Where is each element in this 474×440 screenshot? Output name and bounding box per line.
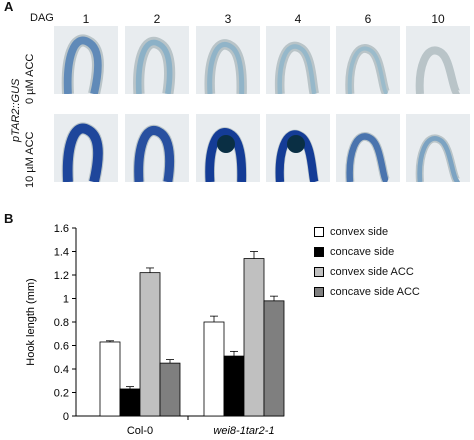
bar-0-0 [99,341,121,417]
y-tick-label: 1.4 [54,247,69,259]
row-title-gus: pTAR2::GUS [10,78,22,142]
legend-item: concave side ACC [314,286,420,298]
legend-label: concave side [330,246,395,258]
bar-1-2 [243,258,265,417]
legend-label: concave side ACC [330,286,420,298]
micrograph-r1-c4 [266,26,330,94]
micrograph-r2-c4 [266,114,330,182]
legend-item: convex side [314,226,388,238]
panel-a-letter: A [4,0,14,14]
dag-column-6: 6 [364,12,372,26]
y-tick-label: 0.6 [54,341,69,353]
micrograph-r1-c5 [336,26,400,94]
dag-column-10: 10 [431,12,445,26]
bar-0-1 [119,388,141,417]
y-tick-label: 1 [63,294,69,306]
bar-1-1 [223,355,245,417]
row-label-10-acc: 10 µM ACC [24,131,36,188]
bar-1-0 [203,321,225,417]
dag-column-1: 1 [82,12,90,26]
row-label-0-acc: 0 µM ACC [24,53,36,104]
bar-1-3 [263,300,285,417]
y-tick-label: 0 [63,411,69,423]
panel-b-letter: B [4,211,14,226]
x-category-label: Col-0 [127,425,153,437]
bar-0-2 [139,272,161,417]
dag-label: DAG [30,12,54,24]
y-tick-label: 1.6 [54,223,69,235]
micrograph-r1-c1 [54,26,118,94]
micrograph-r2-c3 [196,114,260,182]
legend-swatch [314,227,324,237]
micrograph-r1-c3 [196,26,260,94]
legend-swatch [314,267,324,277]
micrograph-r1-c6 [406,26,470,94]
bar-0-3 [159,362,181,417]
legend-label: convex side [330,226,389,238]
micrograph-r2-c5 [336,114,400,182]
hook-length-chart: 0 0.2 0.4 0.6 0.8 1 1.2 1.4 1.6 Hook length (mm) C… [25,223,285,437]
legend-item: concave side [314,246,394,258]
y-tick-label: 0.2 [54,388,69,400]
dag-column-2: 2 [153,12,161,26]
y-tick-label: 0.4 [54,364,69,376]
x-category-label: wei8-1tar2-1 [213,425,274,437]
micrograph-r2-c6 [406,114,470,182]
legend-swatch [314,287,324,297]
y-tick-label: 0.8 [54,317,69,329]
dag-column-4: 4 [294,12,302,26]
row-labels: pTAR2::GUS 0 µM ACC 10 µM ACC [0,20,50,190]
legend-item: convex side ACC [314,266,414,278]
micrograph-r2-c2 [125,114,189,182]
y-tick-label: 1.2 [54,270,69,282]
micrograph-r1-c2 [125,26,189,94]
dag-column-3: 3 [224,12,232,26]
legend-swatch [314,247,324,257]
y-axis-label: Hook length (mm) [25,278,37,365]
micrograph-r2-c1 [54,114,118,182]
legend-label: convex side ACC [330,266,414,278]
